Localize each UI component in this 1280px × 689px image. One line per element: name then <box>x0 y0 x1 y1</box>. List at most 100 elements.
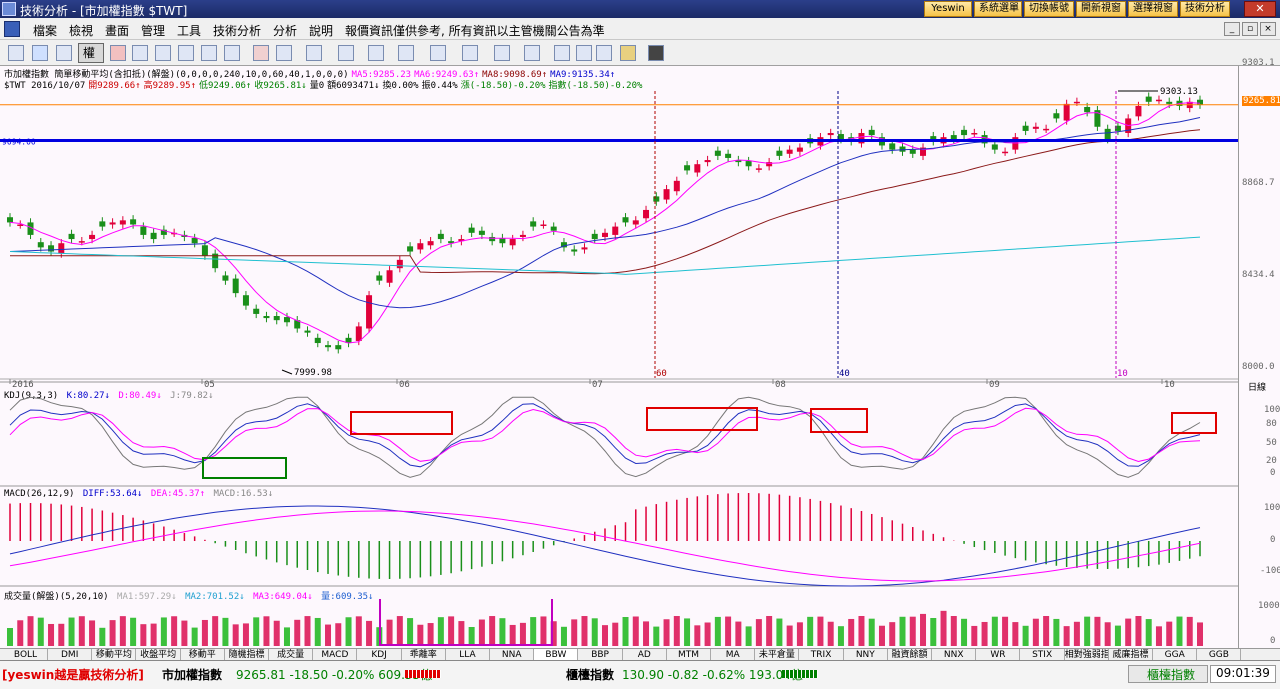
indicator-tab[interactable]: 威廉指標 <box>1109 649 1153 661</box>
close-icon[interactable]: ✕ <box>1244 1 1276 17</box>
chart-plot[interactable]: 9094.00 60 40 10 9303.13 7999.98 2016 05 06 07 08 0… <box>0 66 1238 648</box>
indicator-tab[interactable]: DMI <box>48 649 93 661</box>
volume-bar <box>489 616 496 646</box>
volume-bar <box>971 625 978 646</box>
save-icon[interactable] <box>648 45 664 61</box>
kdj-k-line <box>9 403 1201 468</box>
indicator-tab[interactable]: MTM <box>667 649 711 661</box>
draw-icon[interactable] <box>253 45 269 61</box>
menu-help[interactable]: 說明 <box>309 24 334 38</box>
indicator-tab[interactable]: BOLL <box>4 649 48 661</box>
table-icon[interactable] <box>224 45 240 61</box>
text-tool-icon[interactable] <box>524 45 540 61</box>
menu-file[interactable]: 檔案 <box>33 24 58 38</box>
ma-legend: MA5:9285.23 MA6:9249.63↑ MA8:9098.69↑ MA9:9… <box>351 70 618 80</box>
restore-icon[interactable]: ▫ <box>1242 22 1258 36</box>
indicator-tab[interactable]: 移動平均 <box>92 649 137 661</box>
volume-bar <box>837 626 844 646</box>
volume-bar <box>991 616 998 646</box>
volume-bar <box>325 624 332 646</box>
indicator-tab[interactable]: WR <box>976 649 1021 661</box>
indicator-tab[interactable]: GGA <box>1153 649 1198 661</box>
indicator-tab[interactable]: 移動平 <box>181 649 225 661</box>
grid-icon[interactable] <box>132 45 148 61</box>
quote-item: 開9289.66↑ <box>88 81 141 91</box>
indicator-tab[interactable]: KDJ <box>358 649 402 661</box>
mdi-close-icon[interactable]: × <box>1260 22 1276 36</box>
indicator-tab[interactable]: 相對強弱指 <box>1064 649 1109 661</box>
format-icon[interactable] <box>596 45 612 61</box>
menu-screen[interactable]: 畫面 <box>105 24 130 38</box>
indicator-tab[interactable]: 成交量 <box>269 649 314 661</box>
hline-tool-icon[interactable] <box>306 45 322 61</box>
copy-icon[interactable] <box>554 45 570 61</box>
indicator-tab[interactable]: 乖離率 <box>402 649 446 661</box>
candle-body <box>119 220 126 225</box>
index1-name: 市加權指數 <box>162 668 223 682</box>
candle-body <box>796 147 803 152</box>
vline-tool-icon[interactable] <box>338 45 354 61</box>
ellipse-tool-icon[interactable] <box>494 45 510 61</box>
candle-body <box>232 278 239 294</box>
indicator-tab[interactable]: TRIX <box>800 649 844 661</box>
panel-icon[interactable] <box>201 45 217 61</box>
right-status-label[interactable]: 櫃檯指數 <box>1128 665 1208 683</box>
volume-bar <box>417 624 424 646</box>
menu-analysis[interactable]: 分析 <box>273 24 298 38</box>
crosshair-icon[interactable] <box>32 45 48 61</box>
indicator-tab[interactable]: 收盤平均 <box>137 649 181 661</box>
menu-tools[interactable]: 工具 <box>177 24 202 38</box>
candle-body <box>632 220 639 225</box>
switch-account-button[interactable]: 切換帳號 <box>1024 1 1074 17</box>
volume-bar <box>212 616 219 646</box>
system-menu-button[interactable]: 系統選單 <box>974 1 1022 17</box>
fib-tool-icon[interactable] <box>398 45 414 61</box>
period-select[interactable]: 權 <box>78 43 104 63</box>
volume-bar <box>499 618 506 646</box>
indicator-tab[interactable]: 融資餘額 <box>888 649 932 661</box>
yeswin-button[interactable]: Yeswin <box>924 1 972 17</box>
minimize-icon[interactable]: _ <box>1224 22 1240 36</box>
erase-icon[interactable] <box>576 45 592 61</box>
palette-icon[interactable] <box>620 45 636 61</box>
indicator-tab[interactable]: BBP <box>579 649 623 661</box>
quote-item: 指數(-18.50)-0.20% <box>548 81 643 91</box>
indicator-tab[interactable]: 未平倉量 <box>755 649 800 661</box>
menu-view[interactable]: 檢視 <box>69 24 94 38</box>
candle-body <box>68 233 75 240</box>
indicator-tab[interactable]: MACD <box>313 649 358 661</box>
volume-bar <box>458 621 465 646</box>
candle-body <box>448 241 455 244</box>
candle-icon[interactable] <box>110 45 126 61</box>
indicator-tab[interactable]: STIX <box>1021 649 1065 661</box>
indicator-tab[interactable]: NNY <box>844 649 888 661</box>
tech-analysis-button[interactable]: 技術分析 <box>1180 1 1230 17</box>
zoom-icon[interactable] <box>155 45 171 61</box>
indicator-tab[interactable]: GGB <box>1197 649 1242 661</box>
rect-tool-icon[interactable] <box>462 45 478 61</box>
new-window-button[interactable]: 開新視窗 <box>1076 1 1126 17</box>
volume-bar <box>766 616 773 646</box>
menu-manage[interactable]: 管理 <box>141 24 166 38</box>
fan-tool-icon[interactable] <box>368 45 384 61</box>
menu-tech-analysis[interactable]: 技術分析 <box>213 24 262 38</box>
indicator-tab[interactable]: 隨機指標 <box>225 649 269 661</box>
candle-body <box>1145 96 1152 102</box>
indicator-tab[interactable]: LLA <box>446 649 490 661</box>
indicator-tab[interactable]: AD <box>623 649 667 661</box>
indicator-tab[interactable]: NNA <box>490 649 535 661</box>
candle-body <box>1155 99 1162 102</box>
select-window-button[interactable]: 選擇視窗 <box>1128 1 1178 17</box>
window-icon[interactable] <box>178 45 194 61</box>
indicator-tab[interactable]: NNX <box>932 649 977 661</box>
indicator-tab[interactable]: MA <box>711 649 756 661</box>
channel-tool-icon[interactable] <box>430 45 446 61</box>
layout-icon[interactable] <box>56 45 72 61</box>
chart-icon[interactable] <box>8 45 24 61</box>
date-label: 08 <box>775 380 786 390</box>
app-icon <box>2 2 16 16</box>
line-tool-icon[interactable] <box>276 45 292 61</box>
date-label: 10 <box>1164 380 1175 390</box>
volume-bar <box>68 617 75 646</box>
indicator-tab[interactable]: BBW <box>534 649 579 661</box>
